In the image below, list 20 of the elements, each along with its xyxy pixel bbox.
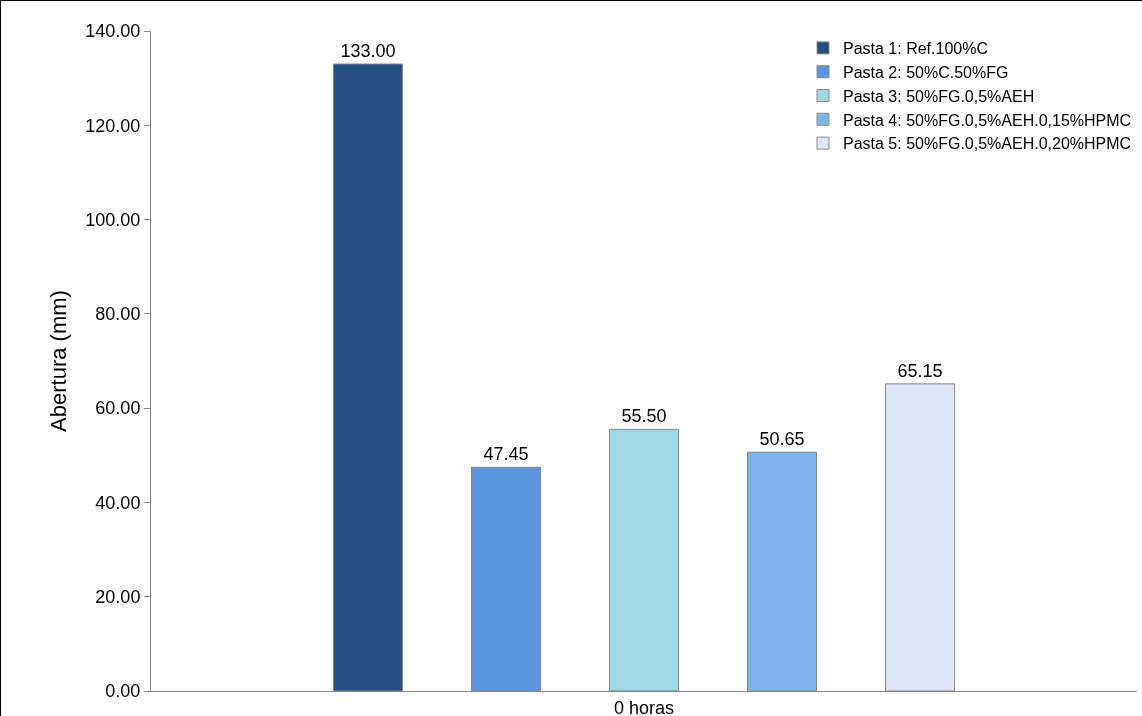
data-label: 47.45	[483, 444, 529, 465]
x-tick-label: 0 horas	[613, 697, 675, 716]
y-tick-label: 40.00	[95, 492, 141, 513]
y-tick-label: 60.00	[95, 398, 141, 419]
y-tick-label: 120.00	[85, 115, 141, 136]
legend-label: Pasta 4: 50%FG.0,5%AEH.0,15%HPMC	[843, 111, 1132, 129]
y-axis-title: Abertura (mm)	[46, 290, 72, 432]
y-tick-label: 100.00	[85, 209, 141, 230]
data-label: 50.65	[759, 429, 805, 450]
y-tick-label: 20.00	[95, 587, 141, 608]
y-tick-label: 80.00	[95, 304, 141, 325]
y-tick-label: 0.00	[105, 681, 141, 702]
data-label: 55.50	[621, 406, 667, 427]
legend-label: Pasta 5: 50%FG.0,5%AEH.0,20%HPMC	[843, 135, 1132, 153]
legend-label: Pasta 1: Ref.100%C	[843, 40, 988, 58]
legend-label: Pasta 3: 50%FG.0,5%AEH	[843, 87, 1035, 105]
data-label: 65.15	[897, 360, 943, 381]
legend-label: Pasta 2: 50%C.50%FG	[843, 63, 1009, 81]
data-label: 133.00	[340, 41, 396, 61]
y-tick-label: 140.00	[85, 21, 141, 42]
